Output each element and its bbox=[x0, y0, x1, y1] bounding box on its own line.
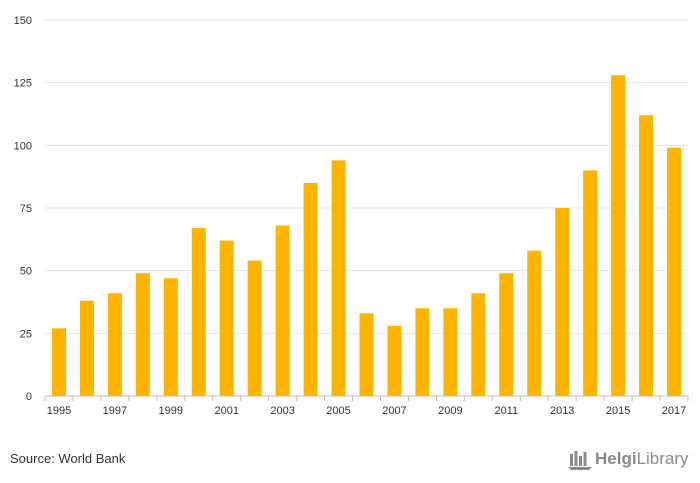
bar-2011 bbox=[499, 273, 514, 396]
x-tick-label: 2011 bbox=[494, 405, 518, 417]
source-note: Source: World Bank bbox=[10, 451, 126, 466]
logo-text: HelgiLibrary bbox=[595, 449, 689, 469]
y-tick-label: 25 bbox=[20, 328, 32, 340]
bar-2008 bbox=[415, 308, 430, 396]
x-tick-label: 2013 bbox=[550, 405, 574, 417]
x-tick-label: 2001 bbox=[214, 405, 238, 417]
bar-1997 bbox=[107, 293, 122, 396]
x-axis-ticks: 1995 1997 1999 2001 2003 2005 2007 2009 2011 2013… bbox=[44, 396, 689, 417]
bar-2005 bbox=[331, 160, 346, 396]
y-tick-label: 75 bbox=[20, 203, 32, 215]
bar-2014 bbox=[583, 170, 598, 396]
helgi-library-logo: HelgiLibrary bbox=[568, 446, 689, 472]
x-tick-label: 1995 bbox=[47, 405, 71, 417]
x-tick-label: 2003 bbox=[270, 405, 294, 417]
bars bbox=[51, 75, 682, 397]
x-tick-label: 1999 bbox=[159, 405, 183, 417]
bar-2010 bbox=[471, 293, 486, 396]
bar-1998 bbox=[135, 273, 150, 396]
y-tick-label: 125 bbox=[14, 78, 32, 90]
x-tick-label: 2005 bbox=[326, 405, 350, 417]
bar-2001 bbox=[219, 240, 234, 396]
bar-2015 bbox=[611, 75, 626, 396]
library-logo-icon bbox=[568, 451, 592, 470]
logo-text-light: Library bbox=[636, 449, 689, 468]
y-tick-label: 100 bbox=[14, 140, 32, 152]
bar-2000 bbox=[191, 228, 206, 396]
bar-2009 bbox=[443, 308, 458, 396]
x-tick-label: 2007 bbox=[382, 405, 406, 417]
x-tick-label: 2015 bbox=[606, 405, 630, 417]
logo-text-bold: Helgi bbox=[595, 449, 637, 468]
bar-1999 bbox=[163, 278, 178, 396]
x-tick-label: 1997 bbox=[103, 405, 127, 417]
bar-2006 bbox=[359, 313, 374, 396]
gridlines bbox=[45, 19, 688, 334]
bar-2004 bbox=[303, 182, 318, 396]
y-tick-label: 50 bbox=[20, 266, 32, 278]
bar-2016 bbox=[639, 115, 654, 397]
bar-2002 bbox=[247, 260, 262, 396]
bar-2003 bbox=[275, 225, 290, 396]
bar-2017 bbox=[667, 147, 682, 396]
y-tick-label: 150 bbox=[14, 15, 32, 27]
bar-2013 bbox=[555, 208, 570, 396]
bar-2012 bbox=[527, 250, 542, 396]
bar-1995 bbox=[51, 328, 66, 396]
x-tick-label: 2009 bbox=[438, 405, 462, 417]
bar-2007 bbox=[387, 325, 402, 396]
y-tick-label: 0 bbox=[26, 391, 32, 403]
x-tick-label: 2017 bbox=[662, 405, 686, 417]
bar-1996 bbox=[79, 300, 94, 396]
y-axis-tick-labels: 0 25 50 75 100 125 150 bbox=[14, 15, 32, 403]
